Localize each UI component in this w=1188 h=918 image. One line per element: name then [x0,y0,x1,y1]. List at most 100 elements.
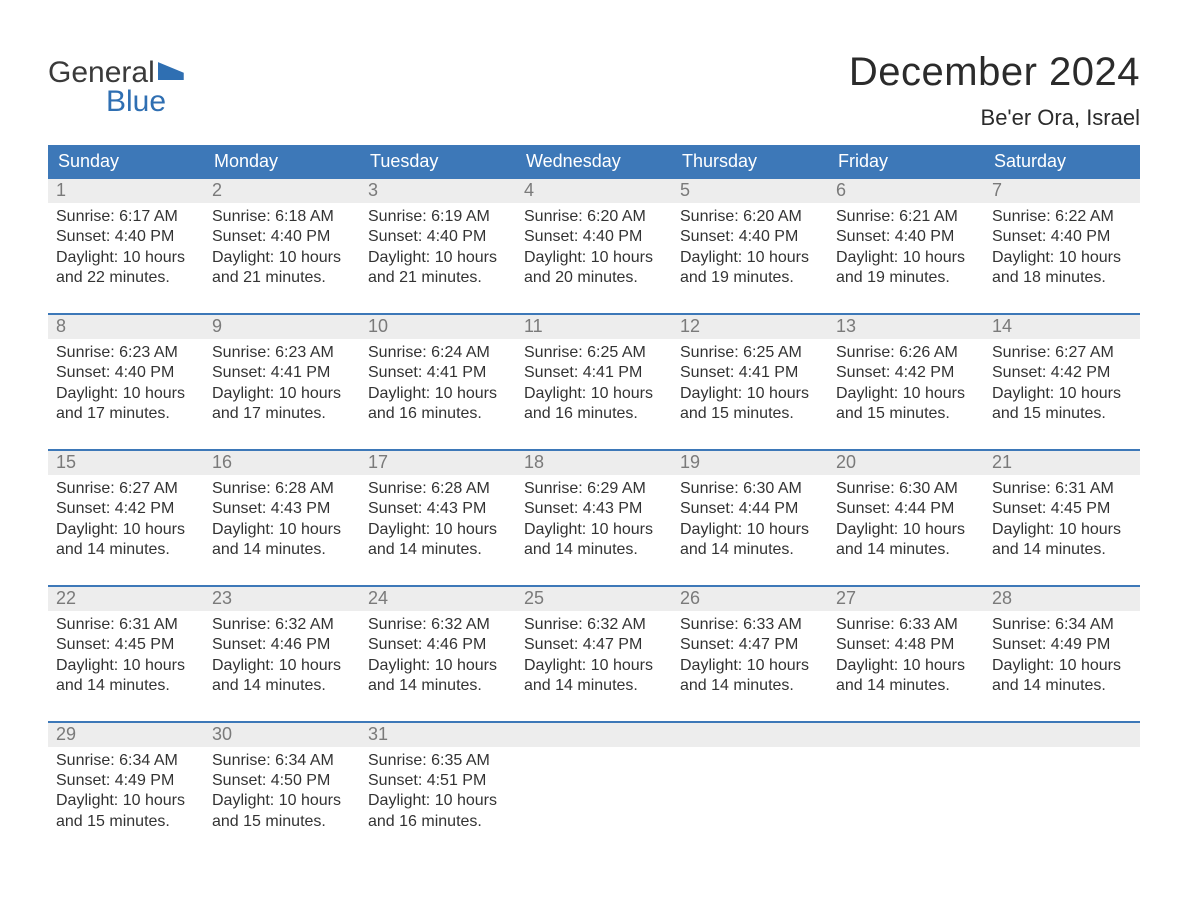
sunrise: Sunrise: 6:17 AM [56,207,196,227]
day-details: Sunrise: 6:33 AMSunset: 4:47 PMDaylight:… [672,611,828,699]
day-number: 25 [516,587,672,611]
day-number: 13 [828,315,984,339]
day-number: 2 [204,179,360,203]
location-label: Be'er Ora, Israel [849,105,1140,131]
daylight-line2: and 16 minutes. [524,404,664,424]
daylight-line1: Daylight: 10 hours [56,248,196,268]
daylight-line1: Daylight: 10 hours [368,384,508,404]
daylight-line2: and 14 minutes. [680,540,820,560]
daylight-line2: and 14 minutes. [56,540,196,560]
day-details: Sunrise: 6:19 AMSunset: 4:40 PMDaylight:… [360,203,516,291]
calendar: Sunday Monday Tuesday Wednesday Thursday… [48,145,1140,834]
sunrise: Sunrise: 6:22 AM [992,207,1132,227]
sunrise: Sunrise: 6:28 AM [368,479,508,499]
sunset: Sunset: 4:41 PM [212,363,352,383]
sunrise: Sunrise: 6:25 AM [524,343,664,363]
day-number [516,723,672,747]
daylight-line2: and 14 minutes. [368,676,508,696]
daylight-line1: Daylight: 10 hours [524,248,664,268]
sunrise: Sunrise: 6:33 AM [836,615,976,635]
sunset: Sunset: 4:40 PM [992,227,1132,247]
daylight-line1: Daylight: 10 hours [836,656,976,676]
sunrise: Sunrise: 6:21 AM [836,207,976,227]
sunrise: Sunrise: 6:31 AM [56,615,196,635]
day-details: Sunrise: 6:34 AMSunset: 4:50 PMDaylight:… [204,747,360,835]
day-details: Sunrise: 6:20 AMSunset: 4:40 PMDaylight:… [672,203,828,291]
calendar-cell [672,723,828,835]
daylight-line1: Daylight: 10 hours [212,384,352,404]
daylight-line2: and 19 minutes. [680,268,820,288]
logo-text-blue: Blue [106,88,166,115]
sunset: Sunset: 4:49 PM [56,771,196,791]
calendar-cell: 22 Sunrise: 6:31 AMSunset: 4:45 PMDayligh… [48,587,204,699]
day-number: 21 [984,451,1140,475]
sunrise: Sunrise: 6:30 AM [680,479,820,499]
day-number: 20 [828,451,984,475]
day-number: 23 [204,587,360,611]
day-details: Sunrise: 6:30 AMSunset: 4:44 PMDaylight:… [828,475,984,563]
daylight-line2: and 14 minutes. [836,540,976,560]
day-details: Sunrise: 6:18 AMSunset: 4:40 PMDaylight:… [204,203,360,291]
daylight-line1: Daylight: 10 hours [56,791,196,811]
day-details: Sunrise: 6:32 AMSunset: 4:47 PMDaylight:… [516,611,672,699]
sunrise: Sunrise: 6:24 AM [368,343,508,363]
day-details: Sunrise: 6:33 AMSunset: 4:48 PMDaylight:… [828,611,984,699]
day-details: Sunrise: 6:35 AMSunset: 4:51 PMDaylight:… [360,747,516,835]
daylight-line2: and 14 minutes. [992,676,1132,696]
daylight-line2: and 14 minutes. [836,676,976,696]
daylight-line2: and 16 minutes. [368,812,508,832]
day-details: Sunrise: 6:34 AMSunset: 4:49 PMDaylight:… [48,747,204,835]
daylight-line2: and 22 minutes. [56,268,196,288]
day-number: 19 [672,451,828,475]
sunrise: Sunrise: 6:18 AM [212,207,352,227]
logo-text-general: General [48,58,155,88]
day-number: 24 [360,587,516,611]
day-number: 22 [48,587,204,611]
sunrise: Sunrise: 6:31 AM [992,479,1132,499]
calendar-cell: 13Sunrise: 6:26 AMSunset: 4:42 PMDayligh… [828,315,984,427]
daylight-line1: Daylight: 10 hours [56,384,196,404]
calendar-cell: 12Sunrise: 6:25 AMSunset: 4:41 PMDayligh… [672,315,828,427]
sunset: Sunset: 4:45 PM [56,635,196,655]
calendar-cell: 31Sunrise: 6:35 AMSunset: 4:51 PMDayligh… [360,723,516,835]
day-details: Sunrise: 6:21 AMSunset: 4:40 PMDaylight:… [828,203,984,291]
dayname-wednesday: Wednesday [516,145,672,179]
sunset: Sunset: 4:49 PM [992,635,1132,655]
daylight-line2: and 21 minutes. [212,268,352,288]
daylight-line1: Daylight: 10 hours [836,384,976,404]
sunset: Sunset: 4:44 PM [836,499,976,519]
calendar-cell: 18Sunrise: 6:29 AMSunset: 4:43 PMDayligh… [516,451,672,563]
sunrise: Sunrise: 6:28 AM [212,479,352,499]
daylight-line2: and 14 minutes. [524,540,664,560]
daylight-line2: and 14 minutes. [212,676,352,696]
day-number: 8 [48,315,204,339]
day-details: Sunrise: 6:23 AMSunset: 4:41 PMDaylight:… [204,339,360,427]
daylight-line1: Daylight: 10 hours [992,248,1132,268]
day-number: 18 [516,451,672,475]
calendar-cell: 20Sunrise: 6:30 AMSunset: 4:44 PMDayligh… [828,451,984,563]
day-number: 17 [360,451,516,475]
day-number: 16 [204,451,360,475]
sunset: Sunset: 4:45 PM [992,499,1132,519]
day-number [984,723,1140,747]
sunset: Sunset: 4:50 PM [212,771,352,791]
daylight-line2: and 14 minutes. [212,540,352,560]
daylight-line2: and 14 minutes. [524,676,664,696]
calendar-cell [828,723,984,835]
sunset: Sunset: 4:40 PM [680,227,820,247]
day-details: Sunrise: 6:26 AMSunset: 4:42 PMDaylight:… [828,339,984,427]
daylight-line2: and 20 minutes. [524,268,664,288]
sunset: Sunset: 4:40 PM [212,227,352,247]
sunrise: Sunrise: 6:32 AM [524,615,664,635]
sunrise: Sunrise: 6:25 AM [680,343,820,363]
sunset: Sunset: 4:46 PM [368,635,508,655]
daylight-line1: Daylight: 10 hours [680,656,820,676]
day-number: 4 [516,179,672,203]
day-number: 30 [204,723,360,747]
sunset: Sunset: 4:48 PM [836,635,976,655]
calendar-week: 15Sunrise: 6:27 AMSunset: 4:42 PMDayligh… [48,449,1140,563]
calendar-cell: 19Sunrise: 6:30 AMSunset: 4:44 PMDayligh… [672,451,828,563]
daylight-line1: Daylight: 10 hours [56,656,196,676]
calendar-cell: 30Sunrise: 6:34 AMSunset: 4:50 PMDayligh… [204,723,360,835]
day-details: Sunrise: 6:20 AMSunset: 4:40 PMDaylight:… [516,203,672,291]
